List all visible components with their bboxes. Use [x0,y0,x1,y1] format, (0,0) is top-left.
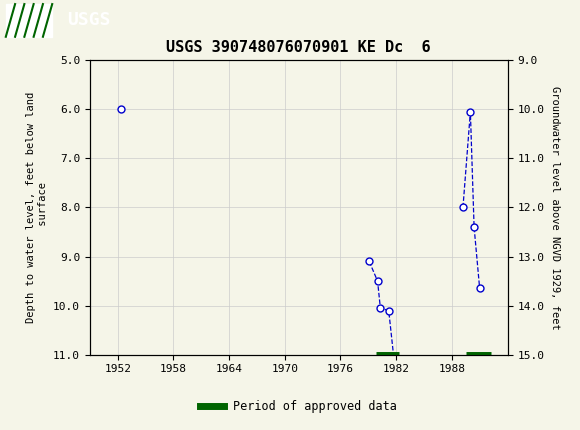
Bar [6,4,52,37]
Text: USGS: USGS [67,12,110,29]
Legend: Period of approved data: Period of approved data [195,396,402,418]
Y-axis label: Depth to water level, feet below land
 surface: Depth to water level, feet below land su… [26,92,48,323]
Y-axis label: Groundwater level above NGVD 1929, feet: Groundwater level above NGVD 1929, feet [550,86,560,329]
Title: USGS 390748076070901 KE Dc  6: USGS 390748076070901 KE Dc 6 [166,40,431,55]
